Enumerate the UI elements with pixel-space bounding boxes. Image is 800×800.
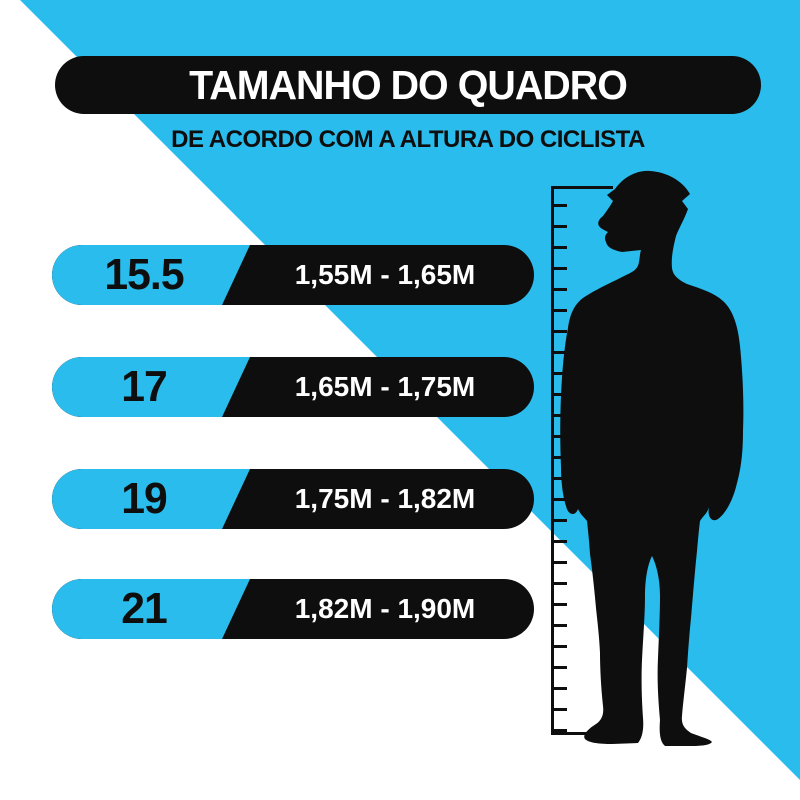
row-cyan-cap	[52, 469, 206, 529]
rider-height-range: 1,75M - 1,82M	[294, 483, 476, 514]
ruler-tick-marks	[554, 186, 567, 732]
rider-height-range: 1,65M - 1,75M	[294, 371, 476, 402]
frame-size-value: 17	[121, 362, 168, 411]
frame-size-value: 21	[121, 584, 168, 633]
size-row-15-5: 15.5 1,55M - 1,65M	[52, 245, 534, 305]
ruler-top-bar	[551, 186, 613, 189]
size-row-17: 17 1,65M - 1,75M	[52, 357, 534, 417]
row-cyan-cap	[52, 357, 206, 417]
ruler-bottom-bar	[551, 732, 599, 735]
size-row-19: 19 1,75M - 1,82M	[52, 469, 534, 529]
rider-height-range: 1,55M - 1,65M	[294, 259, 476, 290]
row-cyan-cap	[52, 245, 206, 305]
page-title: TAMANHO DO QUADRO	[189, 61, 628, 108]
frame-size-value: 15.5	[104, 250, 184, 299]
cyclist-silhouette-icon	[560, 170, 744, 747]
size-row-21: 21 1,82M - 1,90M	[52, 579, 534, 639]
title-banner: TAMANHO DO QUADRO	[55, 56, 761, 114]
ruler-vertical-line	[551, 186, 554, 735]
page-subtitle: DE ACORDO COM A ALTURA DO CICLISTA	[171, 126, 645, 153]
row-cyan-cap	[52, 579, 206, 639]
rider-height-range: 1,82M - 1,90M	[294, 593, 476, 624]
frame-size-value: 19	[121, 474, 168, 523]
